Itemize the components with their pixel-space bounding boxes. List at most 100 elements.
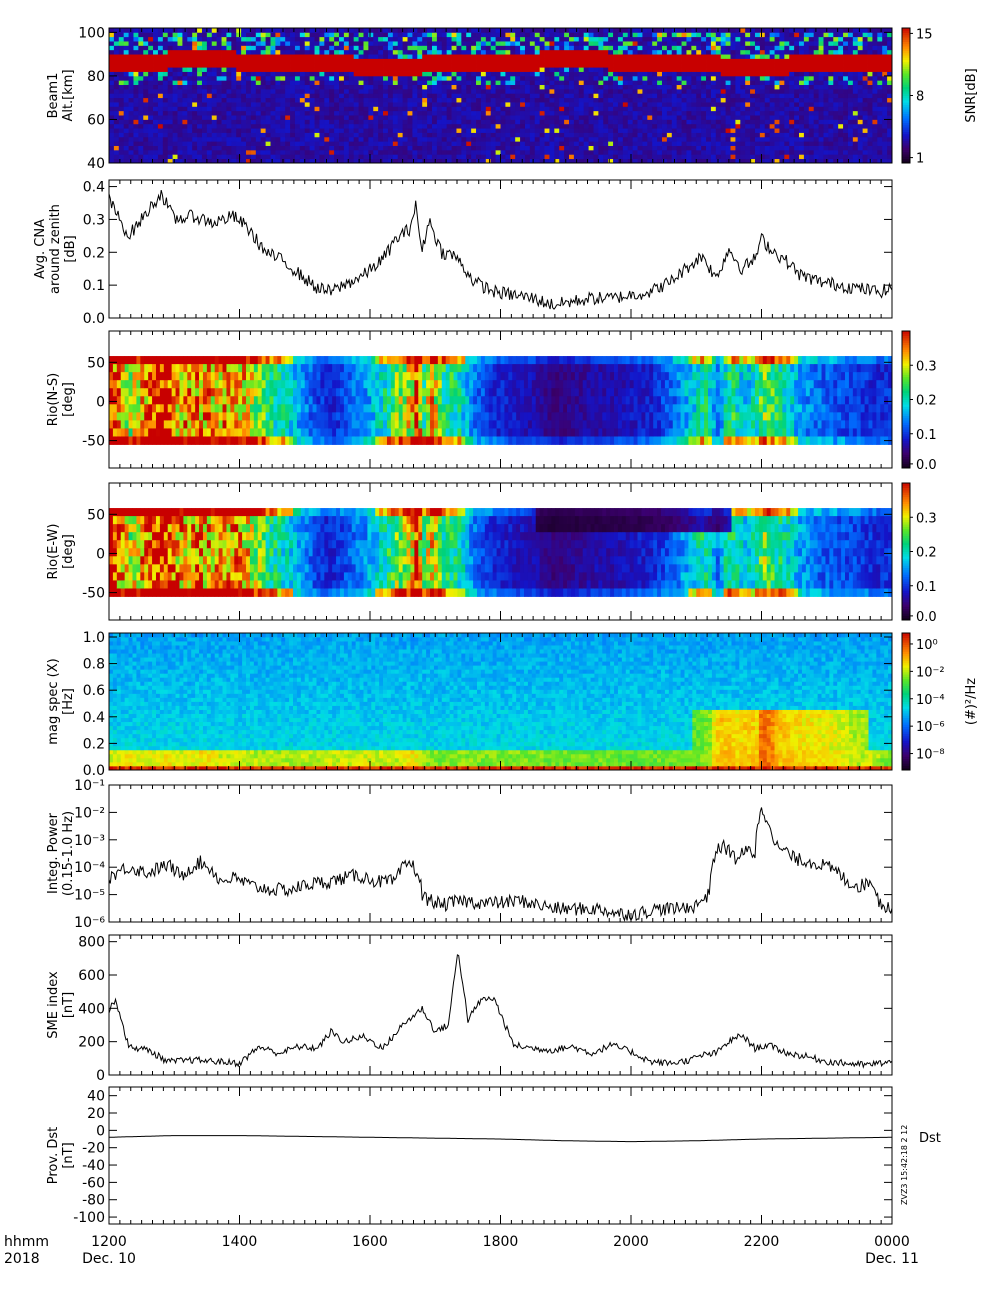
heatmap-cell	[295, 72, 300, 77]
heatmap-cell	[589, 85, 594, 90]
heatmap-cell	[187, 115, 192, 120]
heatmap-cell	[217, 93, 222, 98]
heatmap-cell	[569, 98, 574, 103]
heatmap-cell	[295, 146, 300, 151]
heatmap-cell	[373, 67, 378, 72]
heatmap-cell	[858, 41, 863, 46]
heatmap-cell	[696, 93, 701, 98]
heatmap-cell	[598, 58, 603, 63]
heatmap-cell	[819, 32, 824, 37]
heatmap-cell	[173, 137, 178, 142]
heatmap-cell	[784, 133, 789, 138]
heatmap-cell	[129, 45, 134, 50]
heatmap-cell	[750, 54, 755, 59]
heatmap-cell	[354, 41, 359, 46]
heatmap-cell	[476, 32, 481, 37]
heatmap-cell	[432, 93, 437, 98]
heatmap-cell	[261, 128, 266, 133]
heatmap-cell	[603, 133, 608, 138]
heatmap-cell	[456, 58, 461, 63]
heatmap-cell	[554, 76, 559, 81]
heatmap-cell	[456, 76, 461, 81]
heatmap-cell	[168, 80, 173, 85]
heatmap-cell	[833, 37, 838, 42]
heatmap-cell	[755, 115, 760, 120]
heatmap-cell	[569, 106, 574, 111]
heatmap-cell	[545, 137, 550, 142]
heatmap-cell	[119, 150, 124, 155]
heatmap-cell	[246, 76, 251, 81]
heatmap-cell	[236, 150, 241, 155]
heatmap-cell	[329, 72, 334, 77]
heatmap-cell	[270, 133, 275, 138]
heatmap-cell	[241, 106, 246, 111]
heatmap-cell	[540, 45, 545, 50]
heatmap-cell	[843, 67, 848, 72]
heatmap-cell	[628, 137, 633, 142]
heatmap-cell	[129, 63, 134, 68]
heatmap-cell	[638, 106, 643, 111]
heatmap-cell	[745, 124, 750, 129]
heatmap-cell	[584, 72, 589, 77]
heatmap-cell	[363, 80, 368, 85]
heatmap-cell	[310, 50, 315, 55]
heatmap-cell	[285, 119, 290, 124]
heatmap-cell	[422, 76, 427, 81]
heatmap-cell	[456, 32, 461, 37]
heatmap-cell	[652, 37, 657, 42]
heatmap-cell	[368, 137, 373, 142]
heatmap-cell	[109, 146, 114, 151]
heatmap-cell	[794, 124, 799, 129]
heatmap-cell	[275, 154, 280, 159]
heatmap-cell	[305, 63, 310, 68]
heatmap-cell	[466, 124, 471, 129]
heatmap-cell	[422, 32, 427, 37]
heatmap-cell	[642, 85, 647, 90]
heatmap-cell	[535, 80, 540, 85]
heatmap-cell	[378, 85, 383, 90]
heatmap-cell	[770, 50, 775, 55]
heatmap-cell	[779, 67, 784, 72]
heatmap-cell	[745, 54, 750, 59]
heatmap-cell	[153, 67, 158, 72]
heatmap-cell	[339, 111, 344, 116]
heatmap-cell	[168, 28, 173, 33]
heatmap-cell	[559, 50, 564, 55]
heatmap-cell	[285, 150, 290, 155]
heatmap-cell	[163, 41, 168, 46]
heatmap-cell	[789, 111, 794, 116]
heatmap-cell	[270, 28, 275, 33]
heatmap-cell	[129, 119, 134, 124]
heatmap-cell	[437, 128, 442, 133]
heatmap-cell	[623, 37, 628, 42]
heatmap-cell	[691, 141, 696, 146]
heatmap-cell	[491, 115, 496, 120]
heatmap-cell	[696, 50, 701, 55]
heatmap-cell	[779, 37, 784, 42]
heatmap-cell	[236, 58, 241, 63]
heatmap-cell	[192, 106, 197, 111]
heatmap-cell	[363, 41, 368, 46]
heatmap-cell	[633, 146, 638, 151]
heatmap-cell	[760, 98, 765, 103]
heatmap-cell	[642, 41, 647, 46]
heatmap-cell	[828, 146, 833, 151]
heatmap-cell	[432, 67, 437, 72]
heatmap-cell	[290, 150, 295, 155]
heatmap-cell	[750, 102, 755, 107]
heatmap-cell	[642, 150, 647, 155]
heatmap-cell	[207, 72, 212, 77]
heatmap-cell	[863, 102, 868, 107]
heatmap-cell	[403, 80, 408, 85]
heatmap-cell	[471, 115, 476, 120]
heatmap-cell	[770, 150, 775, 155]
heatmap-cell	[403, 146, 408, 151]
heatmap-cell	[623, 89, 628, 94]
heatmap-cell	[858, 67, 863, 72]
heatmap-cell	[471, 93, 476, 98]
heatmap-cell	[642, 67, 647, 72]
heatmap-cell	[408, 98, 413, 103]
heatmap-cell	[133, 141, 138, 146]
heatmap-cell	[442, 41, 447, 46]
heatmap-cell	[354, 93, 359, 98]
